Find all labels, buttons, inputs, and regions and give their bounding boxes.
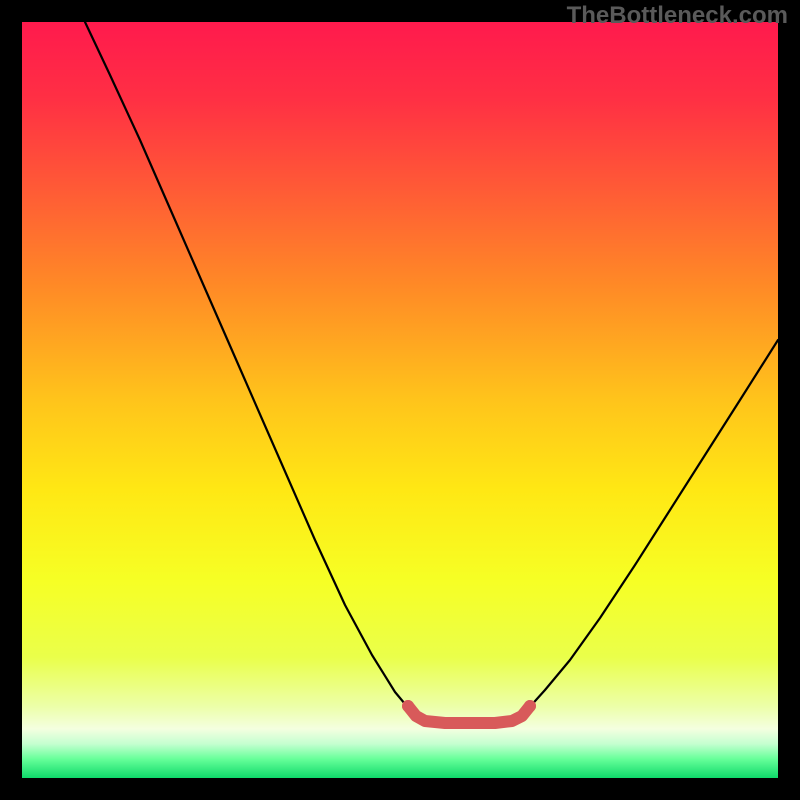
watermark-text: TheBottleneck.com bbox=[567, 2, 788, 30]
bottleneck-chart bbox=[0, 0, 800, 800]
plot-background bbox=[22, 22, 778, 778]
optimal-range-end-dot bbox=[524, 700, 536, 712]
chart-container: TheBottleneck.com bbox=[0, 0, 800, 800]
optimal-range-start-dot bbox=[402, 700, 414, 712]
